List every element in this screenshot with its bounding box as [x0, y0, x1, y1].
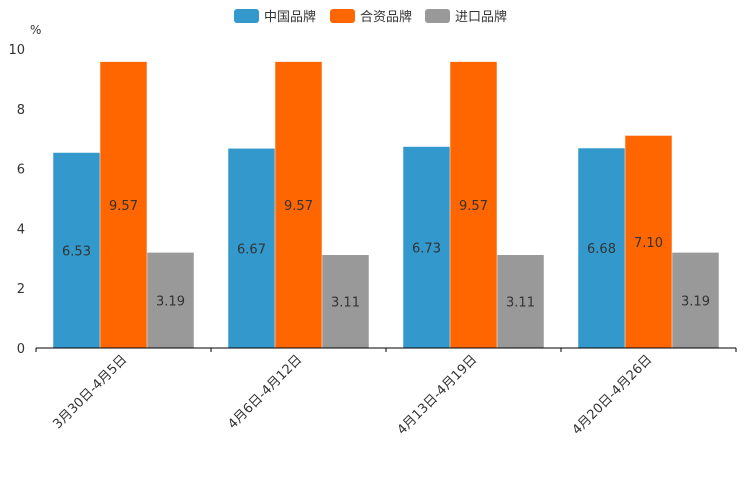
legend-item[interactable]: 进口品牌: [425, 9, 507, 25]
bar[interactable]: [228, 148, 275, 348]
y-tick-label: 10: [8, 43, 25, 58]
bar[interactable]: [497, 255, 544, 348]
legend-swatch: [330, 9, 355, 23]
bar-value-label: 9.57: [459, 199, 488, 214]
legend: 中国品牌 合资品牌 进口品牌: [234, 9, 507, 25]
legend-label: 合资品牌: [360, 9, 412, 25]
bar[interactable]: [100, 61, 147, 349]
bars: 6.53 6.67 6.73 6.68 9.57 9.57 9.57 7.10 3.19 3.11…: [53, 61, 719, 349]
y-tick-label: 6: [17, 163, 25, 178]
legend-label: 进口品牌: [455, 9, 507, 25]
legend-swatch: [234, 9, 259, 23]
y-tick-label: 8: [17, 103, 25, 118]
y-tick-label: 0: [17, 342, 25, 357]
bar[interactable]: [578, 148, 625, 348]
bar-value-label: 6.53: [62, 244, 91, 259]
bar[interactable]: [147, 252, 194, 348]
bar-value-label: 6.73: [412, 241, 441, 256]
legend-swatch: [425, 9, 450, 23]
bar-value-label: 3.19: [156, 294, 185, 309]
bar[interactable]: [322, 255, 369, 348]
bar-value-label: 6.67: [237, 242, 266, 257]
bar[interactable]: [403, 146, 450, 348]
bar-value-label: 9.57: [109, 199, 138, 214]
x-tick-label: 4月13日-4月19日: [395, 352, 481, 438]
bar-value-label: 3.11: [506, 296, 535, 311]
bar-value-label: 3.11: [331, 296, 360, 311]
x-tick-label: 3月30日-4月5日: [50, 352, 130, 432]
legend-item[interactable]: 中国品牌: [234, 9, 316, 25]
x-axis: 3月30日-4月5日 4月6日-4月12日 4月13日-4月19日 4月20日-4月2…: [35, 347, 737, 438]
bar-value-label: 9.57: [284, 199, 313, 214]
bar-value-label: 6.68: [587, 242, 616, 257]
legend-item[interactable]: 合资品牌: [330, 9, 412, 25]
bar[interactable]: [53, 152, 100, 348]
bar[interactable]: [672, 252, 719, 348]
bar-value-label: 7.10: [634, 236, 663, 251]
x-tick-label: 4月20日-4月26日: [570, 352, 656, 438]
legend-label: 中国品牌: [264, 9, 316, 25]
x-tick-label: 4月6日-4月12日: [225, 352, 305, 432]
y-tick-label: 4: [17, 222, 25, 237]
bar[interactable]: [625, 135, 672, 348]
bar[interactable]: [275, 61, 322, 349]
y-axis-unit-label: %: [30, 23, 41, 37]
bar[interactable]: [450, 61, 497, 349]
bar-value-label: 3.19: [681, 294, 710, 309]
y-tick-label: 2: [17, 282, 25, 297]
y-axis: 0 2 4 6 8 10: [8, 43, 25, 357]
